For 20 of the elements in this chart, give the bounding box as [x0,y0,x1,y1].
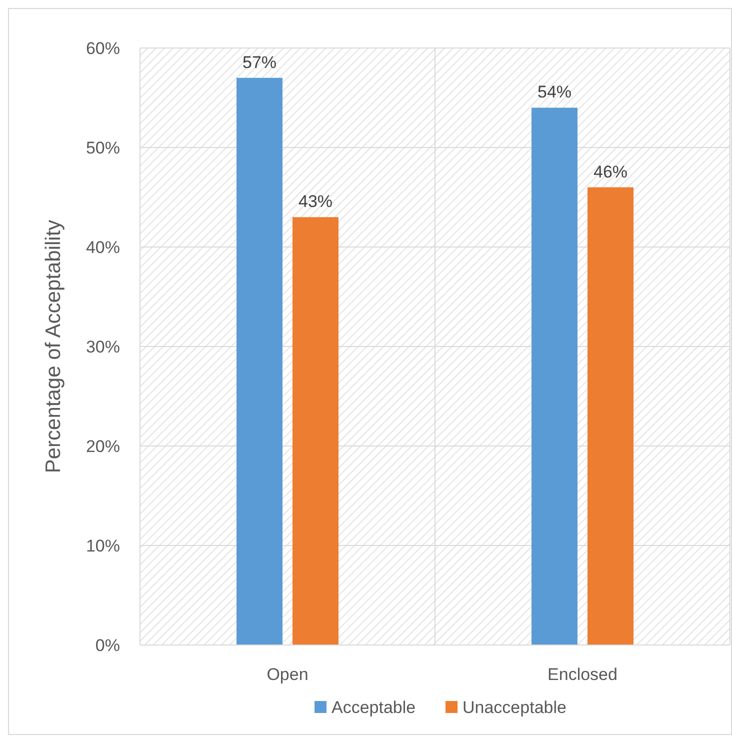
bar [292,217,338,645]
data-label: 46% [593,162,628,182]
y-tick-label: 30% [86,338,120,356]
y-tick-label: 60% [86,39,120,58]
y-tick-label: 10% [86,536,120,556]
y-tick-label: 40% [86,238,120,257]
legend-label: Unacceptable [462,698,566,717]
y-tick-label: 0% [95,636,120,655]
data-label: 54% [537,82,572,102]
y-axis-title: Percentage of Acceptability [42,219,65,474]
bar [588,187,634,645]
bar [532,108,578,645]
legend-label: Acceptable [332,698,416,717]
bar [236,78,282,645]
data-label: 43% [298,192,333,212]
y-tick-label: 50% [86,138,120,158]
data-label: 57% [242,52,277,72]
x-tick-label: Open [266,665,308,684]
y-tick-label: 20% [86,437,120,456]
x-tick-label: Enclosed [548,665,618,684]
